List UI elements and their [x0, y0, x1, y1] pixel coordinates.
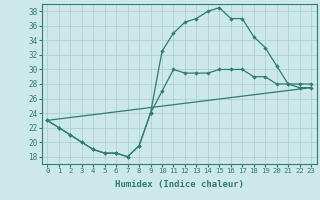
- X-axis label: Humidex (Indice chaleur): Humidex (Indice chaleur): [115, 180, 244, 189]
